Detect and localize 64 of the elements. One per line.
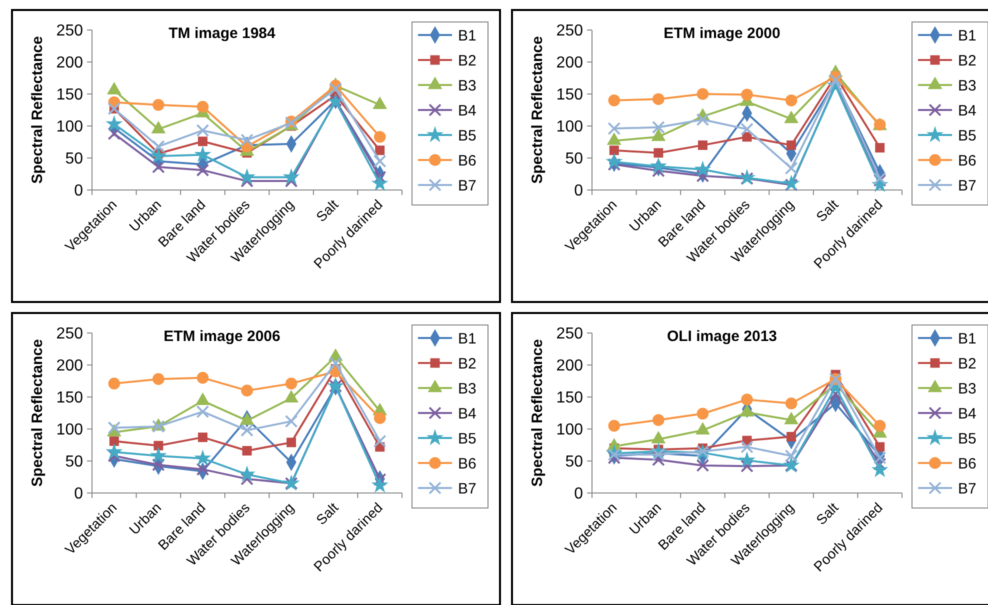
y-tick-label: 250 [56, 326, 84, 343]
y-axis-title: Spectral Reflectance [529, 36, 546, 184]
legend-label: B3 [958, 77, 976, 94]
legend-label: B6 [958, 455, 976, 472]
y-tick-label: 100 [556, 422, 584, 439]
y-tick-label: 200 [556, 358, 584, 375]
legend-label: B4 [958, 405, 976, 422]
legend-label: B4 [458, 102, 476, 120]
y-tick-label: 200 [56, 54, 84, 72]
legend-label: B6 [458, 455, 476, 472]
chart-title: ETM image 2000 [664, 25, 780, 42]
y-tick-label: 250 [556, 326, 584, 343]
legend-label: B2 [458, 355, 476, 372]
y-tick-label: 0 [74, 182, 84, 200]
legend-label: B2 [458, 52, 476, 70]
y-tick-label: 100 [56, 422, 84, 439]
y-tick-label: 200 [556, 54, 584, 72]
y-tick-label: 150 [56, 86, 84, 104]
chart-title: ETM image 2006 [164, 328, 280, 345]
y-tick-label: 50 [565, 454, 584, 471]
x-tick-label: Salt [312, 499, 342, 528]
y-axis-title: Spectral Reflectance [29, 36, 46, 184]
legend-label: B5 [458, 127, 476, 144]
legend-label: B7 [958, 177, 976, 194]
legend-label: B5 [458, 430, 476, 448]
y-tick-label: 150 [56, 390, 84, 407]
y-tick-label: 50 [565, 150, 584, 168]
legend-label: B2 [958, 355, 976, 372]
y-axis-title: Spectral Reflectance [29, 339, 46, 487]
y-tick-label: 0 [74, 486, 84, 503]
y-tick-label: 0 [574, 486, 584, 503]
legend-label: B7 [958, 480, 976, 498]
legend-label: B3 [458, 380, 476, 398]
legend-label: B5 [958, 430, 976, 448]
y-tick-label: 100 [56, 118, 84, 136]
chart-title: TM image 1984 [168, 25, 276, 42]
legend-label: B4 [958, 102, 976, 120]
legend-label: B1 [958, 27, 976, 44]
x-tick-label: Salt [812, 196, 842, 225]
y-tick-label: 200 [56, 358, 84, 375]
y-axis-title: Spectral Reflectance [529, 339, 546, 487]
y-tick-label: 50 [65, 454, 84, 471]
x-tick-label: Salt [812, 499, 842, 528]
legend-label: B1 [458, 27, 476, 44]
y-tick-label: 100 [556, 118, 584, 136]
y-tick-label: 50 [65, 150, 84, 168]
legend-label: B1 [958, 330, 976, 348]
y-tick-label: 150 [556, 86, 584, 104]
chart-title: OLI image 2013 [666, 328, 778, 345]
legend-label: B7 [458, 480, 476, 498]
legend-label: B6 [458, 152, 476, 170]
legend-label: B3 [958, 380, 976, 398]
legend-label: B5 [958, 127, 976, 144]
legend-label: B3 [458, 77, 476, 94]
y-tick-label: 0 [574, 182, 584, 200]
y-tick-label: 150 [556, 390, 584, 407]
legend-label: B7 [458, 177, 476, 194]
legend-label: B6 [958, 152, 976, 170]
x-tick-label: Salt [312, 196, 342, 225]
y-tick-label: 250 [56, 22, 84, 40]
legend-label: B2 [958, 52, 976, 70]
legend-label: B4 [458, 405, 476, 422]
y-tick-label: 250 [556, 22, 584, 40]
legend-label: B1 [458, 330, 476, 348]
